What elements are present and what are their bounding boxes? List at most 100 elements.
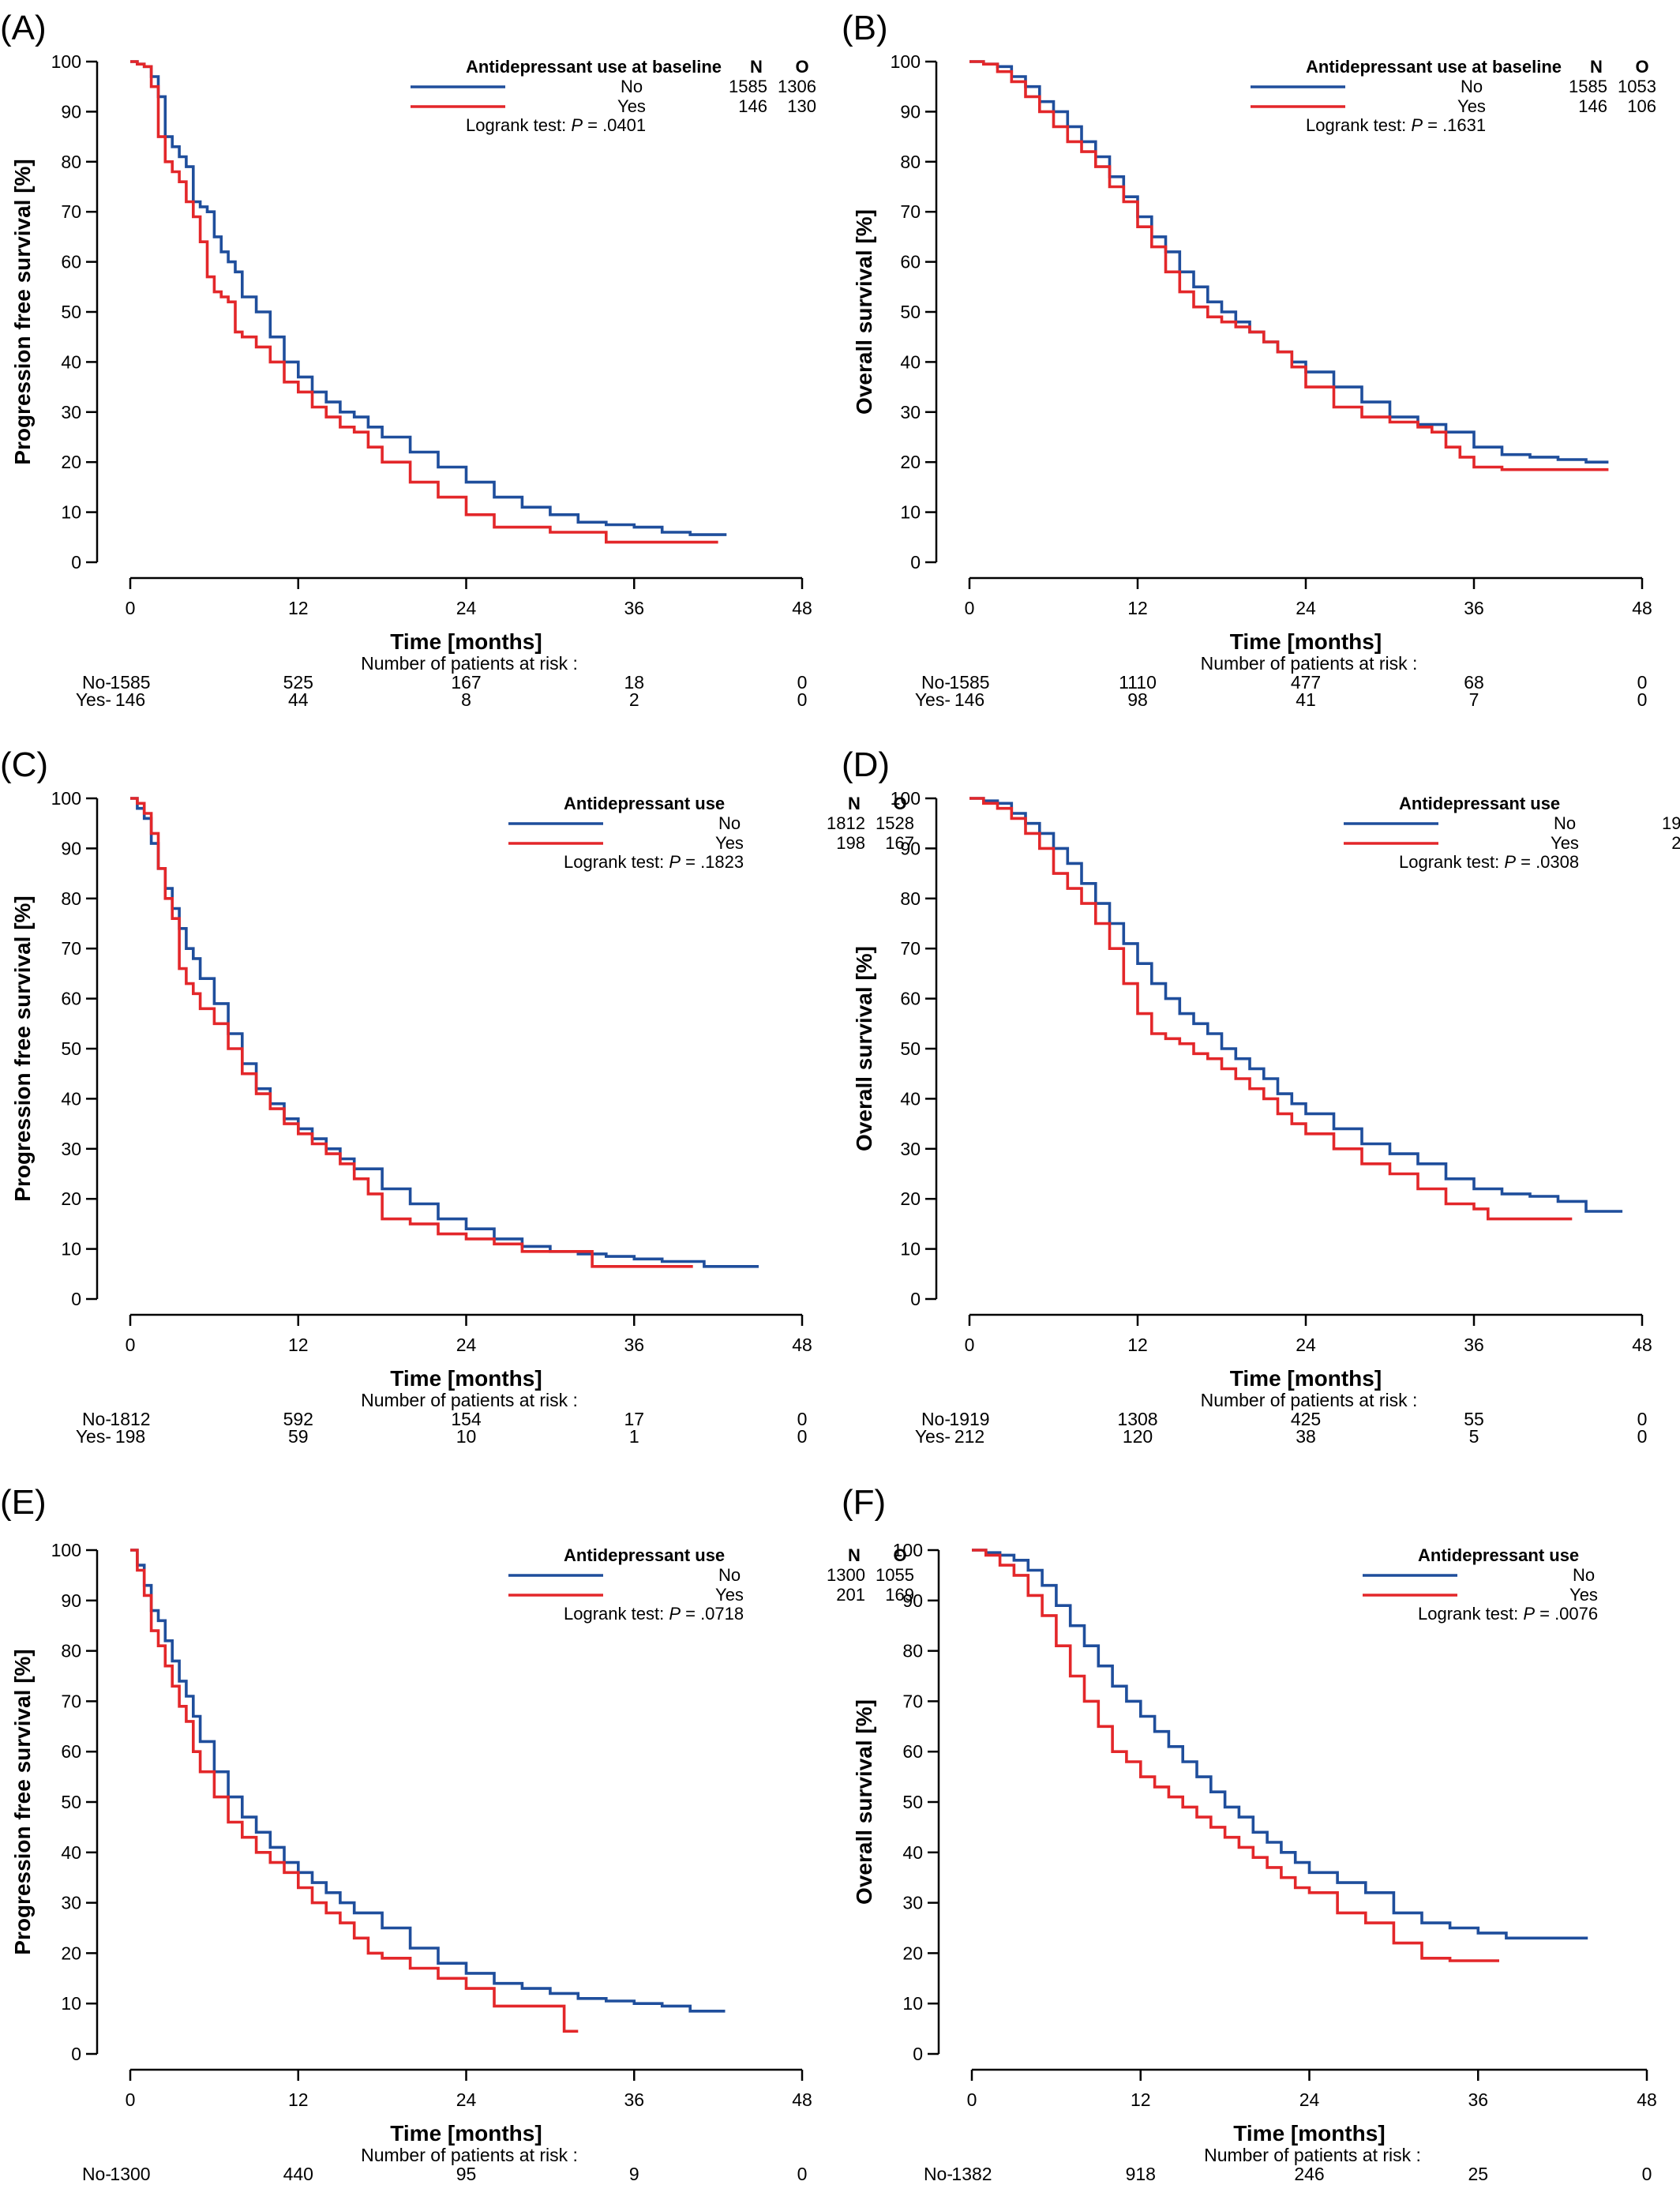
risk-count: 0: [797, 672, 808, 693]
y-tick-label: 80: [902, 1641, 923, 1661]
risk-count: 1308: [1117, 1409, 1157, 1429]
y-tick-label: 10: [900, 1239, 921, 1260]
logrank-text: Logrank test: P = .0308: [1399, 852, 1579, 872]
legend-title: Antidepressant use: [564, 794, 725, 813]
risk-count: 10: [456, 1426, 477, 1447]
y-tick-label: 40: [61, 1088, 81, 1109]
x-tick-label: 36: [1464, 1335, 1484, 1355]
legend-label: Yes: [1551, 833, 1579, 853]
risk-table-title: Number of patients at risk :: [1204, 2145, 1421, 2165]
y-tick-label: 10: [61, 1993, 81, 2014]
y-tick-label: 100: [891, 788, 921, 809]
legend-title: Antidepressant use: [564, 1545, 725, 1565]
logrank-p-value: = .1631: [1423, 115, 1486, 135]
y-tick-label: 100: [893, 1540, 923, 1560]
y-tick-label: 50: [900, 302, 921, 322]
risk-row-label: Yes-: [76, 2181, 111, 2185]
risk-count: 0: [797, 2164, 808, 2184]
x-tick-label: 48: [1632, 1335, 1652, 1355]
logrank-p-symbol: P: [1411, 115, 1423, 135]
risk-count: 198: [115, 1426, 145, 1447]
risk-count: 1300: [110, 2164, 150, 2184]
risk-row-label: Yes-: [76, 689, 111, 710]
y-tick-label: 0: [913, 2044, 923, 2064]
risk-count: 95: [456, 2164, 477, 2184]
risk-count: 9: [461, 2181, 471, 2185]
x-tick-label: 36: [624, 598, 644, 618]
y-tick-label: 90: [900, 838, 921, 858]
y-tick-label: 0: [910, 552, 921, 573]
risk-count: 1812: [110, 1409, 150, 1429]
risk-row-label: No-: [82, 1409, 111, 1429]
panel-label: (D): [842, 745, 890, 784]
y-tick-label: 30: [900, 402, 921, 422]
risk-count: 146: [954, 689, 984, 710]
legend-header-o: O: [1635, 57, 1648, 77]
risk-count: 44: [288, 689, 309, 710]
y-axis-title: Overall survival [%]: [852, 209, 876, 415]
y-tick-label: 70: [61, 938, 81, 959]
legend-header-n: N: [1590, 57, 1603, 77]
x-tick-label: 12: [1127, 598, 1148, 618]
risk-count: 2: [629, 689, 639, 710]
y-tick-label: 70: [61, 1691, 81, 1711]
x-tick-label: 12: [288, 1335, 309, 1355]
risk-count: 120: [1123, 1426, 1153, 1447]
y-tick-label: 60: [900, 252, 921, 272]
risk-row-label: Yes-: [915, 1426, 951, 1447]
y-tick-label: 0: [71, 552, 81, 573]
logrank-p-value: = .0076: [1535, 1604, 1598, 1624]
y-tick-label: 70: [900, 938, 921, 959]
risk-count: 1110: [1119, 672, 1157, 693]
risk-count: 154: [451, 1409, 482, 1429]
panel-label: (A): [0, 9, 47, 47]
risk-count: 1585: [949, 672, 989, 693]
logrank-p-value: = .0718: [681, 1604, 744, 1624]
legend-label: Yes: [1569, 1585, 1598, 1605]
x-tick-label: 48: [792, 1335, 812, 1355]
legend-n: 1300: [827, 1565, 865, 1585]
logrank-text: Logrank test: P = .0076: [1418, 1604, 1598, 1624]
risk-count: 1: [629, 1426, 639, 1447]
y-tick-label: 40: [61, 1842, 81, 1863]
risk-count: 0: [1637, 1409, 1648, 1429]
risk-count: 5: [1469, 1426, 1479, 1447]
y-tick-label: 30: [61, 402, 81, 422]
y-axis-title: Overall survival [%]: [852, 1699, 876, 1905]
logrank-prefix: Logrank test:: [564, 1604, 669, 1624]
legend-o: 1306: [778, 77, 816, 96]
risk-count: 918: [1126, 2164, 1156, 2184]
logrank-p-symbol: P: [669, 1604, 681, 1624]
risk-table-title: Number of patients at risk :: [1201, 1390, 1418, 1410]
risk-count: 218: [957, 2181, 987, 2185]
x-axis-title: Time [months]: [390, 629, 542, 654]
legend-n: 1919: [1662, 813, 1680, 833]
risk-count: 9: [629, 2164, 639, 2184]
x-tick-label: 36: [1464, 598, 1484, 618]
legend-header-o: O: [893, 1545, 906, 1565]
legend-o: 106: [1627, 96, 1656, 116]
x-tick-label: 0: [126, 1335, 136, 1355]
x-tick-label: 48: [792, 598, 812, 618]
legend-header-n: N: [750, 57, 763, 77]
risk-count: 2: [1473, 2181, 1483, 2185]
legend-o: 167: [885, 833, 914, 853]
legend-label: Yes: [715, 833, 744, 853]
risk-row-label: Yes-: [917, 2181, 953, 2185]
risk-count: 525: [283, 672, 313, 693]
risk-count: 0: [1642, 2181, 1652, 2185]
x-tick-label: 24: [456, 1335, 477, 1355]
y-tick-label: 60: [900, 989, 921, 1009]
y-tick-label: 20: [61, 1188, 81, 1209]
legend-header-o: O: [795, 57, 808, 77]
logrank-prefix: Logrank test:: [1399, 852, 1504, 872]
risk-count: 31: [1299, 2181, 1320, 2185]
y-tick-label: 90: [61, 101, 81, 122]
x-tick-label: 12: [288, 2089, 309, 2110]
y-axis-title: Progression free survival [%]: [10, 1649, 35, 1954]
risk-count: 55: [1464, 1409, 1484, 1429]
y-tick-label: 50: [61, 302, 81, 322]
logrank-text: Logrank test: P = .0718: [564, 1604, 744, 1624]
risk-table-title: Number of patients at risk :: [361, 653, 578, 674]
risk-count: 1382: [951, 2164, 992, 2184]
